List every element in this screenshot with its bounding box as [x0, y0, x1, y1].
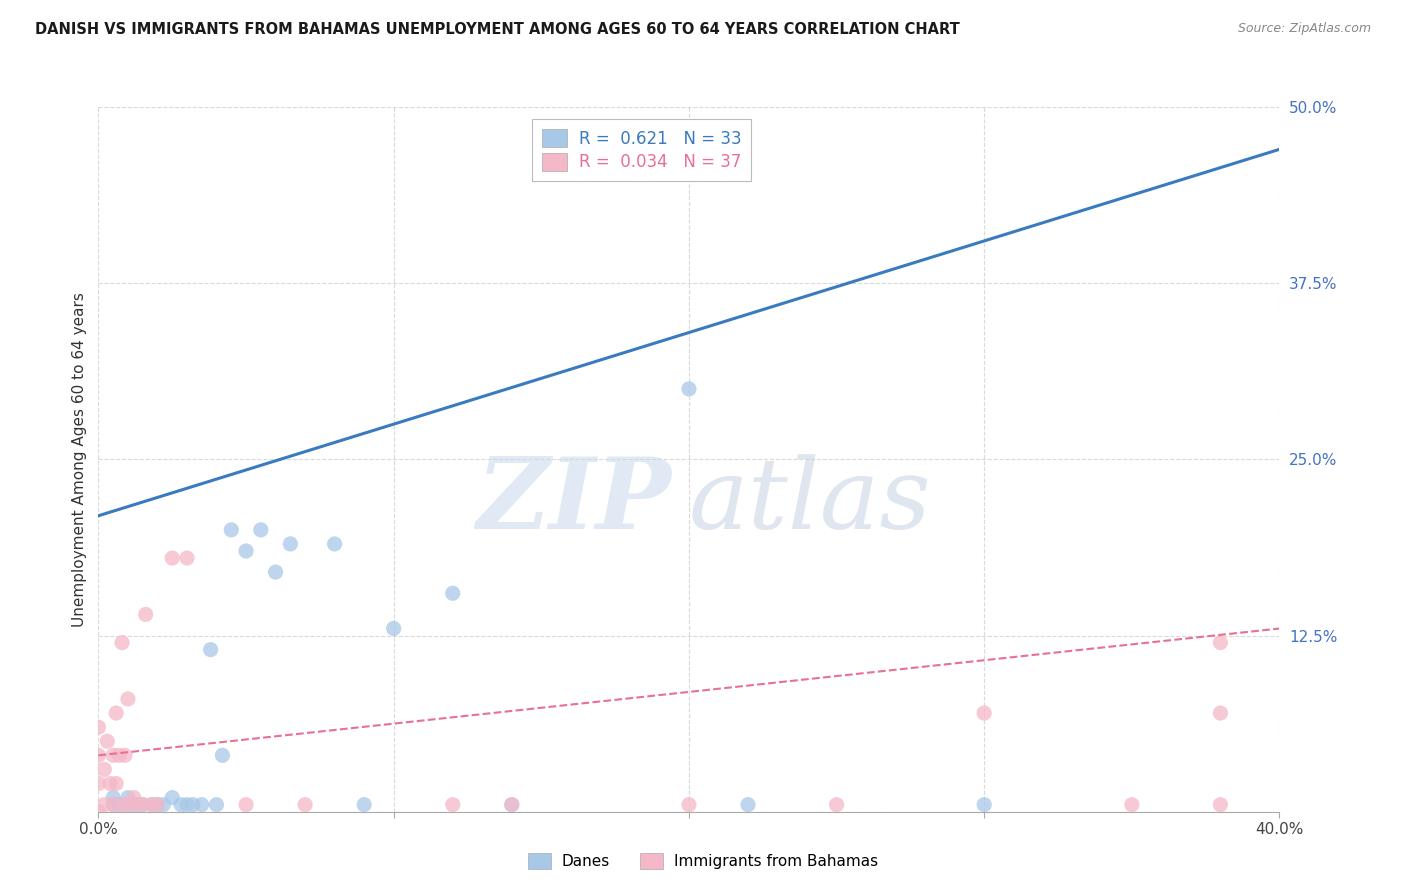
Point: [111, 635, 134, 649]
Point: [280, 537, 302, 551]
Point: [501, 797, 523, 812]
Legend: R =  0.621   N = 33, R =  0.034   N = 37: R = 0.621 N = 33, R = 0.034 N = 37: [531, 119, 751, 181]
Text: ZIP: ZIP: [477, 453, 671, 549]
Point: [103, 797, 125, 812]
Point: [103, 790, 125, 805]
Text: DANISH VS IMMIGRANTS FROM BAHAMAS UNEMPLOYMENT AMONG AGES 60 TO 64 YEARS CORRELA: DANISH VS IMMIGRANTS FROM BAHAMAS UNEMPL…: [35, 22, 960, 37]
Point: [221, 523, 243, 537]
Point: [132, 797, 155, 812]
Point: [382, 622, 405, 636]
Point: [122, 790, 145, 805]
Point: [111, 797, 134, 812]
Point: [441, 586, 464, 600]
Point: [264, 565, 287, 579]
Text: atlas: atlas: [689, 454, 932, 549]
Point: [125, 797, 148, 812]
Point: [87, 805, 110, 819]
Point: [125, 797, 148, 812]
Point: [87, 776, 110, 790]
Point: [235, 797, 257, 812]
Point: [973, 706, 995, 720]
Point: [441, 797, 464, 812]
Point: [108, 748, 131, 763]
Point: [117, 797, 139, 812]
Point: [105, 706, 128, 720]
Point: [105, 776, 128, 790]
Point: [678, 382, 700, 396]
Point: [1121, 797, 1143, 812]
Point: [170, 797, 193, 812]
Point: [235, 544, 257, 558]
Y-axis label: Unemployment Among Ages 60 to 64 years: Unemployment Among Ages 60 to 64 years: [72, 292, 87, 627]
Point: [162, 790, 183, 805]
Point: [103, 797, 125, 812]
Point: [93, 797, 115, 812]
Point: [1209, 635, 1232, 649]
Point: [108, 797, 131, 812]
Point: [114, 748, 136, 763]
Point: [117, 790, 139, 805]
Point: [111, 797, 134, 812]
Point: [93, 763, 115, 777]
Point: [152, 797, 174, 812]
Point: [200, 642, 222, 657]
Point: [146, 797, 169, 812]
Point: [825, 797, 848, 812]
Point: [1209, 706, 1232, 720]
Point: [737, 797, 759, 812]
Point: [96, 734, 118, 748]
Point: [973, 797, 995, 812]
Point: [122, 797, 145, 812]
Point: [176, 797, 198, 812]
Point: [87, 748, 110, 763]
Point: [141, 797, 163, 812]
Point: [211, 748, 233, 763]
Point: [353, 797, 375, 812]
Point: [87, 720, 110, 734]
Point: [117, 797, 139, 812]
Point: [141, 797, 163, 812]
Point: [103, 748, 125, 763]
Text: Source: ZipAtlas.com: Source: ZipAtlas.com: [1237, 22, 1371, 36]
Point: [146, 797, 169, 812]
Point: [162, 551, 183, 566]
Point: [323, 537, 346, 551]
Point: [181, 797, 204, 812]
Point: [501, 797, 523, 812]
Point: [678, 797, 700, 812]
Point: [205, 797, 228, 812]
Point: [191, 797, 214, 812]
Point: [176, 551, 198, 566]
Legend: Danes, Immigrants from Bahamas: Danes, Immigrants from Bahamas: [522, 847, 884, 875]
Point: [135, 607, 157, 622]
Point: [132, 797, 155, 812]
Point: [98, 776, 121, 790]
Point: [1209, 797, 1232, 812]
Point: [250, 523, 273, 537]
Point: [117, 692, 139, 706]
Point: [294, 797, 316, 812]
